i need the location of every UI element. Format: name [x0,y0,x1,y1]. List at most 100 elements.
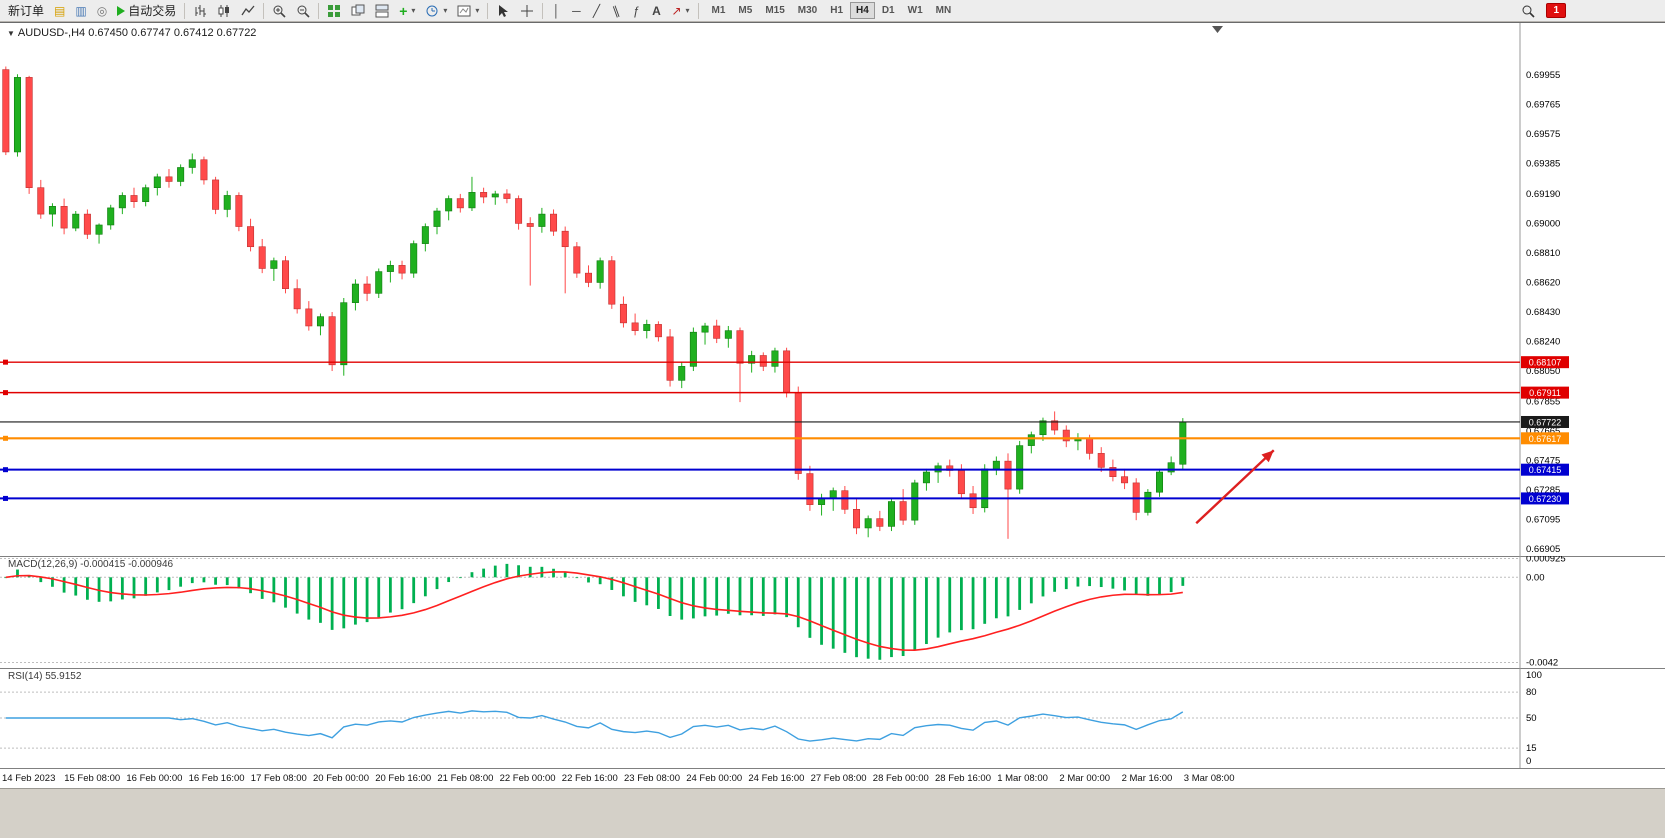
arrange-windows-icon [375,4,389,18]
macd-tick-label: 0.00 [1526,572,1545,583]
auto-trading-play-icon [117,5,126,16]
arrows-button[interactable]: ↗ ▾ [666,1,694,21]
timeframe-w1-button[interactable]: W1 [907,5,923,16]
time-axis-svg: 14 Feb 2023 15 Feb 08:00 16 Feb 00:00 16 Fe… [0,768,1665,788]
price-tag-label: 0.67230 [1529,494,1562,504]
candlestick-chart-button[interactable] [212,1,236,21]
crosshair-button[interactable] [515,1,539,21]
separator [487,2,489,19]
price-tick-label: 0.69190 [1526,189,1560,200]
price-tag [1521,386,1569,399]
candlestick-chart-icon [217,4,231,18]
time-tick-label: 24 Feb 00:00 [686,773,742,784]
zoom-out-button[interactable] [291,1,315,21]
indicators-button[interactable]: + ▾ [394,1,420,21]
price-tag-label: 0.67415 [1529,465,1562,475]
market-watch-button[interactable]: ▤ [49,1,70,21]
time-tick-label: 27 Feb 08:00 [811,773,867,784]
timeframe-m5-button[interactable]: M5 [738,5,753,16]
cascade-windows-button[interactable] [346,1,370,21]
cursor-button[interactable] [491,1,515,21]
timeframe-d1-button[interactable]: D1 [881,5,895,16]
time-tick-label: 2 Mar 16:00 [1122,773,1173,784]
horizontal-line-icon: ─ [572,3,581,18]
rsi-panel[interactable]: 100 80 50 15 0 [0,668,1665,768]
price-tag [1521,492,1569,505]
arrange-windows-button[interactable] [370,1,394,21]
time-tick-label: 2 Mar 00:00 [1059,773,1110,784]
rsi-line [5,710,1184,742]
timeframe-mn-button[interactable]: MN [935,5,952,16]
trendline-button[interactable]: ╱ [586,1,606,21]
time-tick-label: 20 Feb 16:00 [375,773,431,784]
navigator-icon: ◎ [96,3,108,18]
chart-shift-marker [1212,26,1223,33]
price-tick-label: 0.67095 [1526,514,1560,525]
trend-arrow-head [1261,450,1274,463]
hline-anchor [3,495,8,501]
horizontal-line-button[interactable]: ─ [566,1,586,21]
data-window-button[interactable]: ▥ [70,1,91,21]
text-button[interactable]: A [646,1,666,21]
toolbar: 新订单 ▤ ▥ ◎ 自动交易 [0,0,1665,22]
macd-svg: 0.000925 0.00 -0.0042 [0,556,1665,668]
price-tag-label: 0.67617 [1529,434,1562,444]
line-chart-icon [241,4,255,18]
price-tick-label: 0.67855 [1526,396,1560,407]
bar-chart-button[interactable] [188,1,212,21]
price-tag-label: 0.67722 [1529,417,1562,427]
price-tick-label: 0.69385 [1526,159,1560,170]
trend-arrow[interactable] [1195,449,1275,525]
zoom-in-icon [272,4,286,18]
periods-button[interactable]: ▾ [420,1,452,21]
price-tag-label: 0.68107 [1529,358,1562,368]
macd-panel[interactable]: 0.000925 0.00 -0.0042 [0,556,1665,668]
price-tick-label: 0.69575 [1526,129,1560,140]
channel-button[interactable]: ∥ [606,1,626,21]
candlestick-series [2,66,1187,539]
status-area [0,788,1665,838]
timeframe-h1-button[interactable]: H1 [830,5,844,16]
rsi-tick-label: 15 [1526,743,1537,754]
line-chart-button[interactable] [236,1,260,21]
timeframe-m1-button[interactable]: M1 [711,5,726,16]
vertical-line-button[interactable]: │ [546,1,566,21]
tile-windows-button[interactable] [322,1,346,21]
main-chart-panel[interactable]: 0.69955 0.69765 0.69575 0.69385 0.69190 0.690… [0,22,1665,557]
templates-button[interactable]: ▾ [452,1,484,21]
price-tick-label: 0.66905 [1526,544,1560,555]
price-tick-label: 0.67475 [1526,455,1560,466]
zoom-in-button[interactable] [267,1,291,21]
navigator-button[interactable]: ◎ [92,1,112,21]
time-tick-label: 22 Feb 00:00 [500,773,556,784]
chart-window[interactable]: 0.69955 0.69765 0.69575 0.69385 0.69190 0.690… [0,22,1665,788]
chevron-down-icon: ▾ [475,6,480,15]
timeframe-m30-button[interactable]: M30 [797,5,818,16]
fibonacci-button[interactable]: ƒ [626,1,646,21]
timeframe-m15-button[interactable]: M15 [765,5,785,16]
auto-trading-button[interactable]: 自动交易 [112,1,181,21]
timeframe-h4-button[interactable]: H4 [850,2,875,19]
channel-icon: ∥ [611,2,622,19]
macd-signal-line [5,571,1183,651]
data-window-icon: ▥ [75,3,87,18]
clock-icon [425,4,439,18]
notification-badge[interactable]: 1 [1546,3,1566,18]
search-button[interactable] [1516,1,1540,21]
crosshair-icon [520,4,534,18]
price-tick-label: 0.68430 [1526,307,1560,318]
chevron-down-icon: ▾ [411,6,416,15]
new-order-button[interactable]: 新订单 [3,1,49,21]
cursor-arrow-icon [496,4,510,18]
price-chart-svg: 0.69955 0.69765 0.69575 0.69385 0.69190 0.690… [0,23,1665,557]
time-tick-label: 15 Feb 08:00 [64,773,120,784]
hline-anchor [3,359,8,365]
toolbar-right-group: 1 [1516,1,1566,21]
indicators-plus-icon: + [399,2,408,19]
rsi-tick-label: 0 [1526,756,1531,767]
time-axis[interactable]: 14 Feb 2023 15 Feb 08:00 16 Feb 00:00 16 Fe… [0,768,1665,788]
zoom-out-icon [296,4,310,18]
separator [263,2,265,19]
separator [184,2,186,19]
fibonacci-icon: ƒ [633,3,640,18]
